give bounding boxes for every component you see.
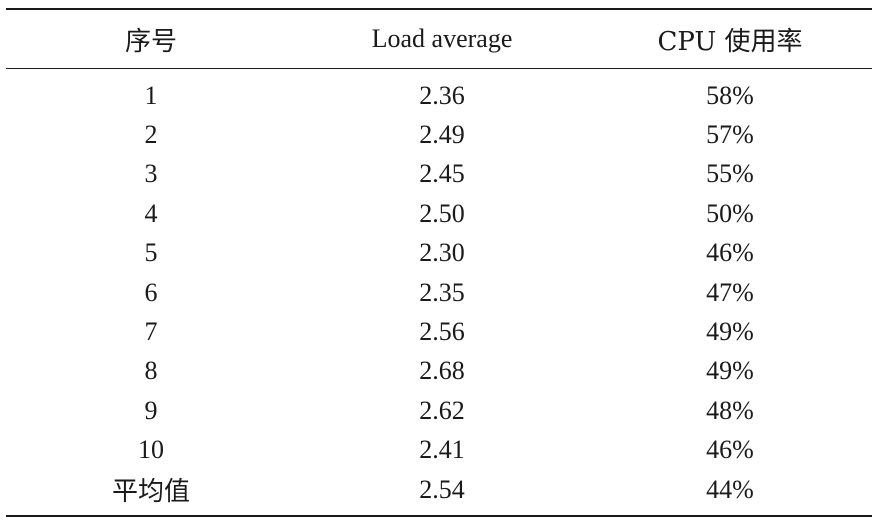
header-index: 序号 (124, 26, 177, 57)
table-row: 9 2.62 48% (6, 391, 876, 430)
cell-index: 2 (144, 120, 158, 150)
cell-cpu: 44% (706, 474, 754, 504)
cell-load: 2.45 (419, 159, 465, 189)
table-body: 1 2.36 58% 2 2.49 57% 3 2.45 55% 4 2.50 … (6, 69, 876, 515)
cell-cpu: 46% (706, 435, 754, 465)
cell-load: 2.68 (419, 356, 465, 386)
cell-cpu: 49% (706, 317, 754, 347)
cell-index: 10 (138, 435, 164, 465)
cell-cpu: 48% (706, 395, 754, 425)
cell-load: 2.30 (419, 238, 465, 268)
cell-index: 3 (144, 159, 158, 189)
cell-load: 2.56 (419, 317, 465, 347)
table-bottom-rule (6, 515, 872, 518)
table-row: 10 2.41 46% (6, 431, 876, 470)
table-row: 3 2.45 55% (6, 155, 876, 194)
cell-cpu: 58% (706, 80, 754, 110)
table-row: 2 2.49 57% (6, 115, 876, 154)
cell-index: 6 (144, 277, 158, 307)
header-cpu-usage: CPU 使用率 (657, 26, 803, 57)
cell-cpu: 55% (706, 159, 754, 189)
cell-cpu: 46% (706, 238, 754, 268)
cell-cpu: 57% (706, 120, 754, 150)
table-header-rule (6, 68, 872, 69)
cell-load: 2.62 (419, 395, 465, 425)
cell-index: 8 (144, 356, 158, 386)
cell-index: 5 (144, 238, 158, 268)
cell-load: 2.50 (419, 198, 465, 228)
cell-load: 2.36 (419, 80, 465, 110)
data-table: 序号 Load average CPU 使用率 1 2.36 58% 2 2.4… (6, 0, 876, 518)
header-load-average: Load average (371, 24, 513, 53)
table-row: 7 2.56 49% (6, 312, 876, 351)
cell-index: 平均值 (111, 477, 190, 508)
cell-index: 1 (144, 80, 158, 110)
table-row: 8 2.68 49% (6, 352, 876, 391)
table-row: 6 2.35 47% (6, 273, 876, 312)
cell-cpu: 47% (706, 277, 754, 307)
cell-index: 7 (144, 317, 158, 347)
table-row: 1 2.36 58% (6, 76, 876, 115)
table-row: 5 2.30 46% (6, 234, 876, 273)
cell-index: 9 (144, 395, 158, 425)
table-row-average: 平均值 2.54 44% (6, 470, 876, 509)
cell-load: 2.54 (419, 474, 465, 504)
table-row: 4 2.50 50% (6, 194, 876, 233)
table-top-rule (6, 8, 872, 10)
cell-load: 2.49 (419, 120, 465, 150)
cell-cpu: 49% (706, 356, 754, 386)
cell-index: 4 (144, 198, 158, 228)
table-header-row: 序号 Load average CPU 使用率 (6, 10, 876, 68)
cell-cpu: 50% (706, 198, 754, 228)
cell-load: 2.35 (419, 277, 465, 307)
cell-load: 2.41 (419, 435, 465, 465)
